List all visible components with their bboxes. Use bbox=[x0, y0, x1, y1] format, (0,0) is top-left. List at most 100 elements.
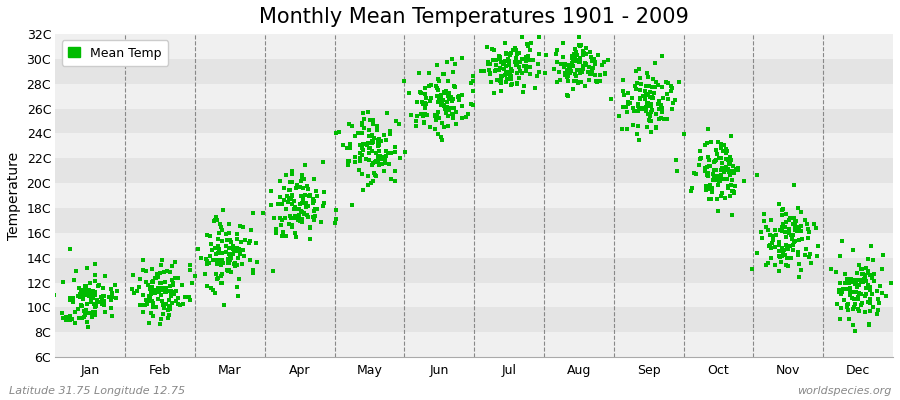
Point bbox=[572, 42, 587, 48]
Point bbox=[168, 258, 183, 265]
Point bbox=[711, 178, 725, 185]
Point bbox=[715, 165, 729, 171]
Point bbox=[409, 122, 423, 129]
Point bbox=[518, 63, 533, 69]
Point bbox=[313, 218, 328, 225]
Point bbox=[779, 229, 794, 235]
Point bbox=[560, 74, 574, 80]
Point bbox=[852, 289, 867, 296]
Point bbox=[157, 269, 171, 276]
Point bbox=[768, 262, 782, 268]
Point bbox=[316, 159, 330, 166]
Point bbox=[165, 300, 179, 306]
Point bbox=[560, 67, 574, 74]
Point bbox=[715, 140, 729, 147]
Point bbox=[145, 279, 159, 285]
Point bbox=[140, 297, 154, 304]
Point bbox=[203, 241, 218, 248]
Point bbox=[269, 226, 284, 232]
Point bbox=[68, 309, 82, 316]
Point bbox=[230, 244, 245, 251]
Point bbox=[91, 282, 105, 289]
Point bbox=[641, 73, 655, 80]
Point bbox=[308, 206, 322, 212]
Point bbox=[162, 288, 176, 294]
Point bbox=[775, 247, 789, 254]
Point bbox=[776, 251, 790, 257]
Point bbox=[846, 304, 860, 310]
Point bbox=[572, 55, 587, 61]
Point bbox=[566, 56, 580, 62]
Point bbox=[88, 292, 103, 298]
Point bbox=[200, 258, 214, 265]
Point bbox=[501, 59, 516, 66]
Point bbox=[646, 75, 661, 82]
Point bbox=[579, 44, 593, 51]
Point bbox=[842, 286, 857, 293]
Point bbox=[845, 322, 859, 328]
Point bbox=[584, 70, 598, 77]
Point bbox=[153, 286, 167, 292]
Point bbox=[859, 278, 873, 284]
Point bbox=[549, 79, 563, 85]
Point bbox=[452, 92, 466, 99]
Point bbox=[368, 158, 382, 164]
Point bbox=[586, 65, 600, 71]
Point bbox=[791, 205, 806, 211]
Point bbox=[348, 154, 363, 160]
Point bbox=[504, 73, 518, 80]
Point bbox=[88, 304, 103, 310]
Point bbox=[197, 271, 211, 277]
Point bbox=[234, 239, 248, 246]
Point bbox=[381, 150, 395, 156]
Point bbox=[434, 92, 448, 98]
Point bbox=[570, 67, 584, 73]
Point bbox=[500, 71, 514, 78]
Point bbox=[223, 237, 238, 243]
Point bbox=[146, 304, 160, 311]
Point bbox=[372, 158, 386, 164]
Point bbox=[847, 288, 861, 295]
Point bbox=[791, 273, 806, 280]
Point bbox=[233, 251, 248, 257]
Point bbox=[171, 300, 185, 307]
Point bbox=[577, 50, 591, 56]
Point bbox=[874, 290, 888, 296]
Point bbox=[295, 216, 310, 222]
Point bbox=[461, 111, 475, 118]
Point bbox=[616, 104, 630, 110]
Point bbox=[371, 154, 385, 160]
Point bbox=[583, 71, 598, 78]
Point bbox=[718, 156, 733, 162]
Point bbox=[578, 60, 592, 66]
Point bbox=[295, 200, 310, 206]
Point bbox=[647, 84, 662, 90]
Point bbox=[139, 268, 153, 274]
Point bbox=[841, 304, 855, 310]
Point bbox=[783, 215, 797, 221]
Point bbox=[274, 201, 288, 208]
Point bbox=[760, 260, 775, 266]
Point bbox=[162, 283, 176, 290]
Point bbox=[633, 87, 647, 94]
Point bbox=[854, 266, 868, 272]
Point bbox=[762, 242, 777, 249]
Point bbox=[213, 224, 228, 230]
Point bbox=[778, 224, 792, 230]
Point bbox=[431, 98, 446, 105]
Point bbox=[237, 253, 251, 260]
Point bbox=[802, 254, 816, 260]
Point bbox=[841, 300, 855, 307]
Point bbox=[228, 263, 242, 270]
Point bbox=[297, 176, 311, 182]
Point bbox=[848, 300, 862, 307]
Point bbox=[562, 67, 576, 74]
Point bbox=[67, 277, 81, 283]
Point bbox=[247, 270, 261, 277]
Point bbox=[389, 118, 403, 124]
Point bbox=[464, 101, 478, 108]
Point bbox=[771, 247, 786, 254]
Point bbox=[661, 91, 675, 97]
Point bbox=[87, 312, 102, 318]
Point bbox=[429, 93, 444, 99]
